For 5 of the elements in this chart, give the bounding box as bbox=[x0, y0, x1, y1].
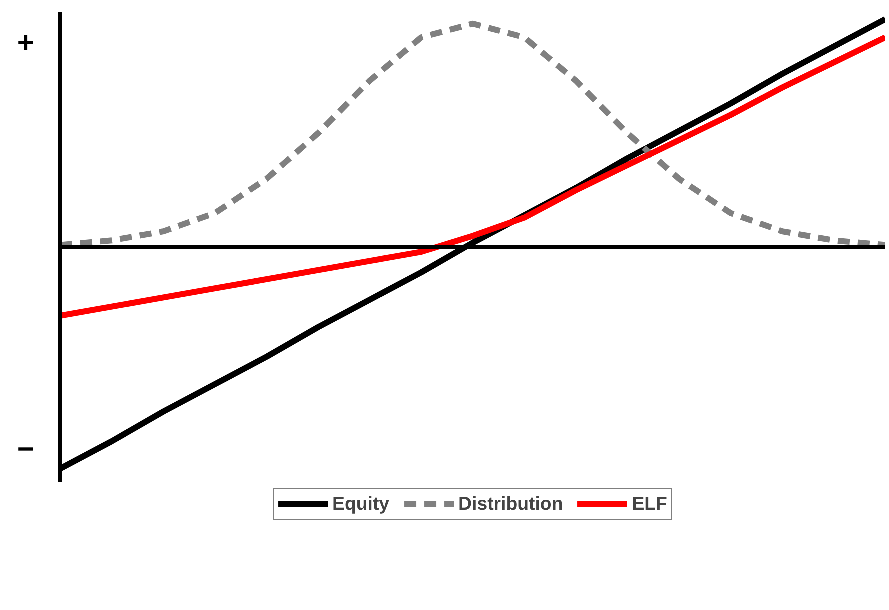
legend-label: Distribution bbox=[458, 493, 564, 515]
text: + bbox=[17, 26, 35, 60]
legend-label: Equity bbox=[332, 493, 390, 515]
legend-label: ELF bbox=[632, 493, 668, 515]
text: − bbox=[17, 432, 35, 466]
